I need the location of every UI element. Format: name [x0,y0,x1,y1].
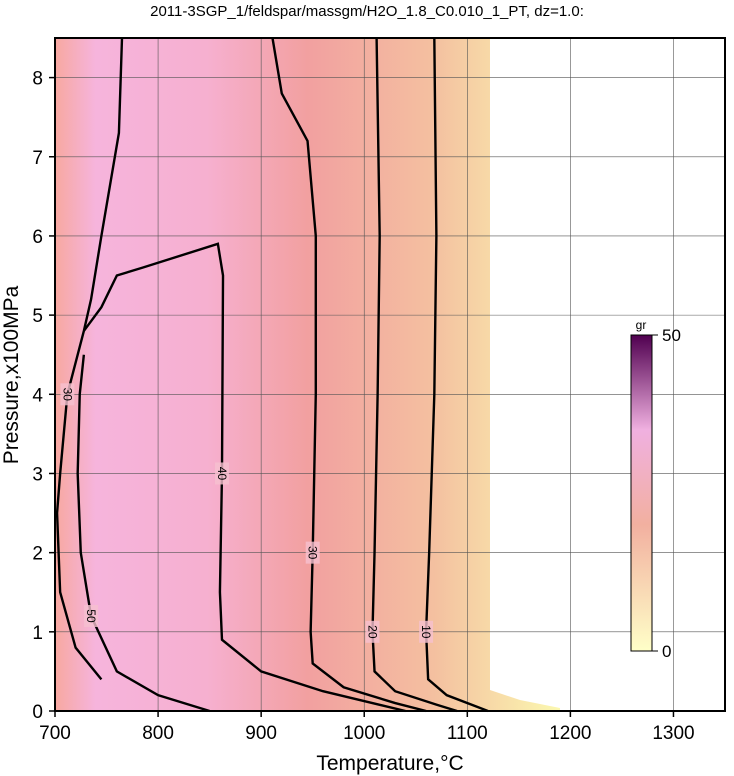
y-tick-label: 7 [32,148,43,169]
chart-title: 2011-3SGP_1/feldspar/massgm/H2O_1.8_C0.0… [150,3,584,20]
y-axis-label: Pressure,x100MPa [0,285,23,464]
y-tick-label: 0 [32,702,43,723]
colorbar [630,334,653,652]
contour-label: 10 [419,625,433,639]
x-tick-label: 800 [142,723,174,744]
colorbar-tick-label: 50 [662,326,681,345]
x-tick-label: 1300 [652,723,694,744]
contours: 10 20 30 40 50 30 [55,37,489,713]
y-tick-label: 2 [32,544,43,565]
plot-frame [54,37,726,712]
contour-label: 30 [306,546,320,560]
contour-label-bg [84,604,99,627]
contour-label-bg [365,620,380,643]
grid [54,38,725,712]
contour-line [82,242,406,713]
contour-label: 50 [84,609,98,623]
y-tick-label: 3 [32,464,43,485]
colorbar-label: gr [636,318,647,332]
contour-label-bg [214,462,229,485]
contour-label: 30 [60,388,74,402]
x-axis-label: Temperature,°C [316,752,463,775]
contour-fill [55,38,560,711]
y-tick-label: 5 [32,306,43,327]
x-tick-label: 900 [245,723,277,744]
contour-label-bg [305,541,320,564]
contour-label: 20 [365,625,379,639]
contour-label-bg [60,383,75,406]
contour-label: 40 [215,467,229,481]
x-tick-label: 1200 [549,723,591,744]
y-tick-label: 4 [32,385,43,406]
y-tick-label: 6 [32,227,43,248]
y-tick-label: 1 [32,623,43,644]
x-tick-label: 1100 [447,723,488,744]
y-tick-label: 8 [32,69,43,90]
x-tick-label: 700 [39,723,71,744]
contour-label-bg [419,620,434,643]
colorbar-tick-label: 0 [662,642,671,661]
contour-line [76,354,210,713]
x-tick-label: 1000 [343,723,385,744]
